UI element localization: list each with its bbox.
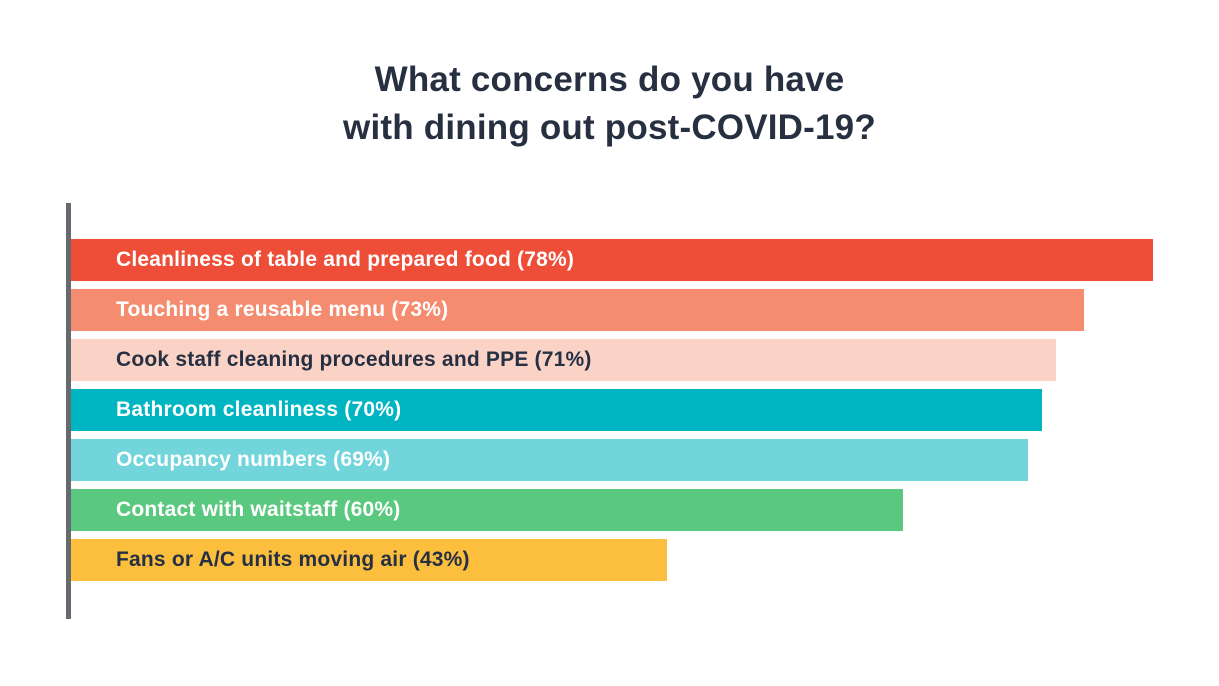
bar-label: Contact with waitstaff (60%) (116, 498, 401, 521)
bar-chart-area: Cleanliness of table and prepared food (… (71, 239, 1153, 589)
chart-title-line2: with dining out post-COVID-19? (343, 108, 876, 147)
bar-label: Occupancy numbers (69%) (116, 448, 391, 471)
bar-label: Bathroom cleanliness (70%) (116, 398, 402, 421)
chart-title: What concerns do you have with dining ou… (0, 56, 1219, 152)
bar-row: Contact with waitstaff (60%) (71, 489, 903, 531)
bar-row: Touching a reusable menu (73%) (71, 289, 1084, 331)
bar-row: Cleanliness of table and prepared food (… (71, 239, 1153, 281)
bar-row: Fans or A/C units moving air (43%) (71, 539, 667, 581)
bar-label: Fans or A/C units moving air (43%) (116, 548, 470, 571)
bar-label: Cleanliness of table and prepared food (… (116, 248, 575, 271)
bar-row: Cook staff cleaning procedures and PPE (… (71, 339, 1056, 381)
chart-title-line1: What concerns do you have (374, 60, 845, 99)
bar-label: Touching a reusable menu (73%) (116, 298, 449, 321)
bar-row: Occupancy numbers (69%) (71, 439, 1028, 481)
bar-row: Bathroom cleanliness (70%) (71, 389, 1042, 431)
bar-label: Cook staff cleaning procedures and PPE (… (116, 348, 592, 371)
y-axis-line (66, 203, 71, 619)
